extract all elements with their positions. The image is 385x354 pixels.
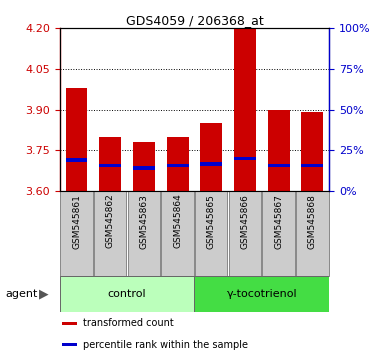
- Text: γ-tocotrienol: γ-tocotrienol: [226, 289, 297, 299]
- Text: GSM545867: GSM545867: [274, 194, 283, 249]
- Bar: [65, 158, 87, 161]
- Bar: [234, 157, 256, 160]
- Bar: [133, 166, 155, 170]
- Bar: [60, 191, 93, 276]
- Bar: [128, 191, 160, 276]
- Text: percentile rank within the sample: percentile rank within the sample: [82, 339, 248, 350]
- Bar: [99, 137, 121, 191]
- Title: GDS4059 / 206368_at: GDS4059 / 206368_at: [126, 14, 263, 27]
- Text: GSM545866: GSM545866: [241, 194, 249, 249]
- Bar: [94, 191, 126, 276]
- Bar: [161, 191, 194, 276]
- Bar: [60, 276, 194, 312]
- Bar: [296, 191, 328, 276]
- Bar: [133, 142, 155, 191]
- Bar: [268, 110, 290, 191]
- Bar: [263, 191, 295, 276]
- Bar: [234, 28, 256, 191]
- Bar: [200, 123, 222, 191]
- Text: GSM545865: GSM545865: [207, 194, 216, 249]
- Text: GSM545862: GSM545862: [106, 194, 115, 249]
- Bar: [200, 162, 222, 166]
- Bar: [268, 164, 290, 167]
- Text: GSM545868: GSM545868: [308, 194, 317, 249]
- Text: control: control: [108, 289, 146, 299]
- Text: GSM545861: GSM545861: [72, 194, 81, 249]
- Bar: [62, 343, 77, 346]
- Text: GSM545863: GSM545863: [139, 194, 148, 249]
- Text: GSM545864: GSM545864: [173, 194, 182, 249]
- Bar: [167, 164, 189, 167]
- Text: agent: agent: [6, 289, 38, 299]
- Bar: [229, 191, 261, 276]
- Bar: [65, 88, 87, 191]
- Bar: [195, 191, 228, 276]
- Bar: [301, 164, 323, 167]
- Bar: [167, 137, 189, 191]
- Bar: [99, 164, 121, 167]
- Bar: [301, 113, 323, 191]
- Bar: [62, 322, 77, 325]
- Bar: [194, 276, 329, 312]
- Text: ▶: ▶: [39, 287, 49, 300]
- Text: transformed count: transformed count: [82, 318, 173, 329]
